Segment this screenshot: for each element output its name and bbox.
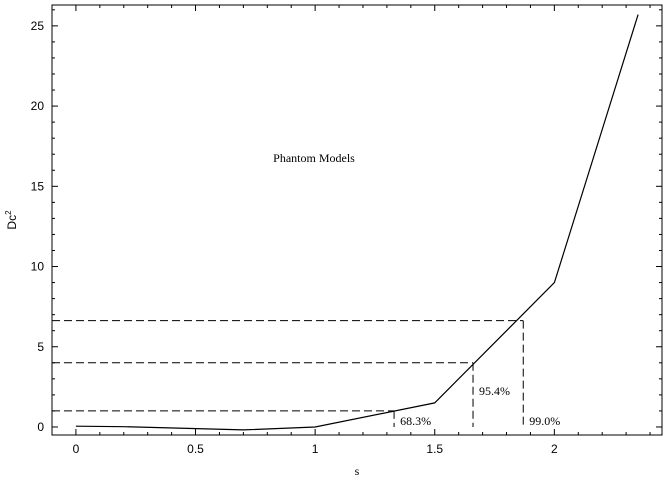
y-tick-label: 15 — [31, 179, 45, 193]
x-tick-label: 0.5 — [187, 442, 204, 456]
y-tick-label: 5 — [37, 340, 44, 354]
y-tick-label: 0 — [37, 420, 44, 434]
y-tick-label: 20 — [31, 99, 45, 113]
x-axis-label: s — [355, 464, 360, 478]
y-axis-label-sup: 2 — [4, 210, 13, 215]
confidence-label: 99.0% — [529, 414, 560, 428]
confidence-label: 95.4% — [479, 384, 510, 398]
confidence-lines — [52, 320, 524, 427]
y-tick-label: 25 — [31, 19, 45, 33]
series-line — [75, 14, 639, 431]
chart-title: Phantom Models — [273, 151, 355, 165]
svg-text:Dc2: Dc2 — [4, 210, 19, 230]
confidence-labels: 68.3% 95.4% 99.0% — [400, 384, 560, 428]
x-tick-label: 1 — [312, 442, 319, 456]
x-tick-label: 1.5 — [426, 442, 443, 456]
y-tick-label: 10 — [31, 260, 45, 274]
confidence-label: 68.3% — [400, 414, 431, 428]
y-axis-label: Dc2 — [4, 210, 19, 230]
x-tick-label: 2 — [551, 442, 558, 456]
x-tick-label: 0 — [73, 442, 80, 456]
y-axis-label-main: Dc — [5, 215, 19, 230]
plot-frame — [51, 4, 663, 436]
